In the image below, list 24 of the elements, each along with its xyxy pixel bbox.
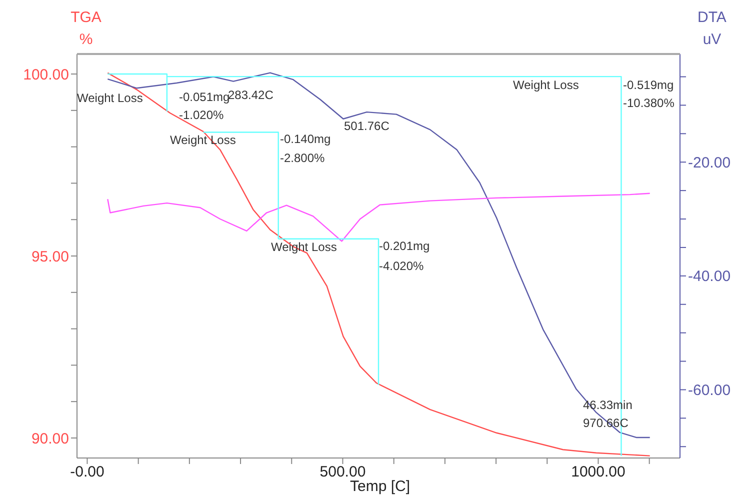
annotation: Weight Loss xyxy=(513,78,579,92)
annotation: -4.020% xyxy=(379,259,424,273)
y2-tick-label: -20.00 xyxy=(688,154,731,172)
x-axis-title: Temp [C] xyxy=(350,478,410,495)
y-tick-label: 100.00 xyxy=(23,66,69,84)
y2-tick-label: -40.00 xyxy=(688,268,731,286)
annotation: 501.76C xyxy=(344,119,390,133)
y2-axis-title: DTA uV xyxy=(698,9,726,48)
annotation: Weight Loss xyxy=(170,133,236,147)
y-axis-title: TGA % xyxy=(70,9,102,48)
y-tick-label: 90.00 xyxy=(31,430,69,448)
annotation: -0.201mg xyxy=(379,239,430,253)
annotation: -0.519mg xyxy=(623,78,674,92)
annotation: 283.42C xyxy=(228,88,274,102)
annotation: -0.051mg xyxy=(179,90,230,104)
y-tick-label: 95.00 xyxy=(31,248,69,266)
x-tick-label: -0.00 xyxy=(70,464,104,481)
annotation: -2.800% xyxy=(280,151,326,165)
annotation: -0.140mg xyxy=(280,132,331,146)
y2-tick-label: -60.00 xyxy=(688,382,731,400)
annotation: -1.020% xyxy=(179,108,224,122)
x-tick-label: 1000.00 xyxy=(571,464,626,481)
x-tick-label: 500.00 xyxy=(320,464,366,481)
annotation: -10.380% xyxy=(623,96,675,110)
